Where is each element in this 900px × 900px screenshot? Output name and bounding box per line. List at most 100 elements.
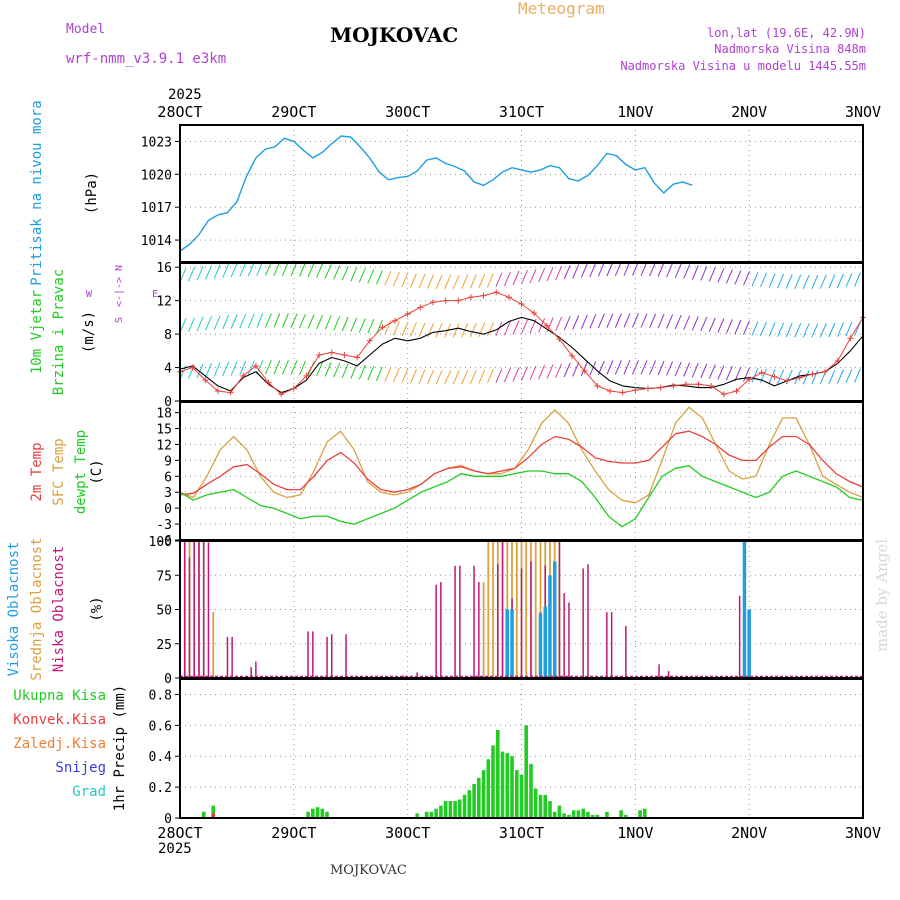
wind-ribbon-bottom	[683, 362, 691, 377]
wind-ribbon-mid	[239, 313, 247, 329]
y-tick-label: 0	[164, 672, 172, 687]
wind-ribbon-mid	[666, 314, 674, 329]
y-tick-label: 16	[156, 261, 172, 276]
wind-gust-marker	[809, 371, 816, 378]
wind-ribbon-bottom	[375, 366, 383, 381]
pressure-line	[179, 135, 693, 252]
precip-total-bar	[458, 799, 462, 818]
wind-ribbon-top	[205, 265, 213, 280]
cloud-low-bar	[203, 541, 205, 678]
wind-ribbon-mid	[555, 316, 563, 332]
wind-gust-marker	[366, 337, 373, 344]
wind-ribbon-bottom	[435, 370, 443, 385]
wind-ribbon-top	[367, 269, 375, 284]
wind-gust-marker	[303, 372, 310, 379]
wind-ribbon-top	[777, 273, 785, 289]
cloud-mid-bar	[487, 541, 490, 678]
wind-ribbon-top	[589, 262, 597, 278]
wind-ribbon-bottom	[205, 362, 213, 378]
wind-gust-marker	[316, 352, 323, 358]
precip-total-bar	[491, 745, 495, 818]
wind-ribbon-top	[768, 273, 776, 288]
wind-ribbon-top	[819, 274, 827, 289]
wind-ribbon-bottom	[324, 362, 332, 377]
wind-ribbon-mid	[230, 314, 238, 329]
wind-ribbon-top	[640, 261, 648, 276]
wind-ribbon-bottom	[538, 365, 546, 380]
wind-ribbon-mid	[384, 320, 392, 335]
wind-ribbon-mid	[486, 322, 494, 337]
wind-gust-marker	[392, 317, 399, 324]
wind-ribbon-top	[802, 274, 810, 290]
wind-ribbon-bottom	[230, 361, 238, 376]
y-tick-label: 25	[156, 638, 172, 653]
wind-ribbon-bottom	[452, 370, 460, 385]
y-tick-label: -6	[156, 534, 172, 549]
wind-ribbon-bottom	[486, 368, 494, 384]
cloud-low-bar	[473, 565, 475, 678]
wind-ribbon-top	[452, 274, 460, 290]
wind-ribbon-top	[683, 264, 691, 279]
precip-total-bar	[562, 813, 566, 818]
precip-total-bar	[201, 811, 206, 818]
cloud-low-bar	[312, 631, 314, 678]
cloud-low-bar	[188, 557, 191, 678]
x-tick-label-bottom: 30OCT	[385, 824, 430, 842]
wind-ribbon-top	[461, 274, 469, 289]
wind-gust-marker	[379, 324, 386, 331]
y-tick-label: 12	[156, 438, 172, 453]
wind-ribbon-mid	[281, 313, 289, 328]
wind-ribbon-mid	[316, 314, 324, 330]
wind-ribbon-mid	[478, 322, 486, 337]
wind-ribbon-bottom	[239, 360, 247, 376]
wind-ribbon-bottom	[281, 360, 289, 375]
y-tick-label: 9	[164, 454, 172, 469]
wind-ribbon-top	[734, 270, 742, 285]
sfc-temp-title: SFC Temp	[51, 438, 67, 505]
wind-ribbon-mid	[572, 315, 580, 330]
wind-ribbon-mid	[196, 316, 204, 332]
precip-total-bar	[576, 810, 581, 818]
precip-total-bar	[567, 814, 571, 818]
wind-gust-marker	[252, 362, 259, 369]
dewpt-title: dewpt Temp	[73, 430, 89, 514]
wind-ribbon-mid	[674, 314, 682, 330]
wind-ribbon-mid	[341, 316, 349, 332]
wind-ribbon-mid	[708, 317, 716, 332]
wind-ribbon-bottom	[563, 362, 571, 378]
wind-ribbon-mid	[452, 323, 460, 338]
wind-ribbon-mid	[247, 313, 255, 328]
wind-ribbon-mid	[350, 317, 358, 332]
cloud-low-bar	[520, 568, 523, 678]
compass-w: W	[86, 289, 93, 300]
precip-conv-bar	[211, 813, 215, 818]
wind-gust-marker	[404, 311, 411, 318]
wind-ribbon-mid	[785, 322, 793, 338]
wind-ribbon-mid	[401, 321, 409, 337]
cloud-low-title: Niska Oblacnost	[51, 546, 67, 672]
model-altitude: Nadmorska Visina u modelu 1445.55m	[620, 59, 866, 73]
wind-ribbon-bottom	[649, 360, 657, 375]
wind-ribbon-bottom	[384, 367, 392, 382]
precip-total-bar	[486, 759, 491, 818]
x-tick-label-bottom: 28OCT	[157, 824, 202, 842]
wind-ribbon-mid	[290, 313, 298, 328]
x-tick-label-bottom: 31OCT	[499, 824, 544, 842]
wind-gust-marker	[240, 372, 247, 379]
cloud-mid-title: Srednja Oblacnost	[29, 537, 45, 680]
wind-ribbon-bottom	[290, 360, 298, 375]
wind-ribbon-bottom	[657, 360, 665, 376]
wind-ribbon-mid	[597, 313, 605, 329]
precip-total-bar	[638, 810, 642, 818]
precip-total-bar	[643, 808, 647, 818]
cloud-low-bar	[582, 568, 584, 678]
wind-ribbon-bottom	[461, 369, 469, 385]
wind-ribbon-bottom	[273, 360, 281, 375]
wind-ribbon-top	[495, 272, 503, 287]
cloud-low-bar	[307, 631, 309, 678]
precip-total-bar	[415, 813, 419, 818]
wind-ribbon-top	[230, 262, 238, 278]
frame-layer	[175, 124, 864, 819]
wind-ribbon-bottom	[623, 360, 631, 375]
wind-ribbon-bottom	[264, 360, 272, 375]
